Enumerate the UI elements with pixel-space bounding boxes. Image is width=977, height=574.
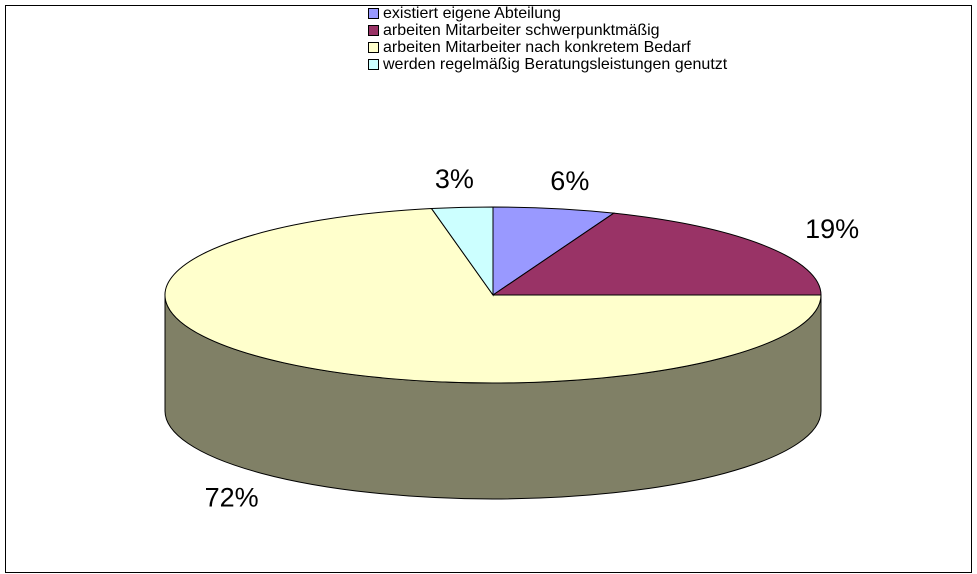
legend-swatch (368, 8, 379, 19)
legend-label: arbeiten Mitarbeiter schwerpunktmäßig (383, 22, 660, 39)
legend-label: arbeiten Mitarbeiter nach konkretem Beda… (383, 39, 691, 56)
legend-swatch (368, 25, 379, 36)
legend-swatch (368, 59, 379, 70)
legend-label: werden regelmäßig Beratungsleistungen ge… (382, 56, 728, 73)
legend-swatch (368, 42, 379, 53)
data-label: 72% (205, 482, 259, 512)
legend-label: existiert eigene Abteilung (383, 5, 561, 22)
pie-slice (430, 206, 494, 297)
data-label: 3% (435, 164, 474, 194)
data-label: 19% (805, 214, 859, 244)
pie-slice (492, 206, 616, 296)
pie-slice (491, 212, 822, 296)
data-label: 6% (550, 166, 589, 196)
